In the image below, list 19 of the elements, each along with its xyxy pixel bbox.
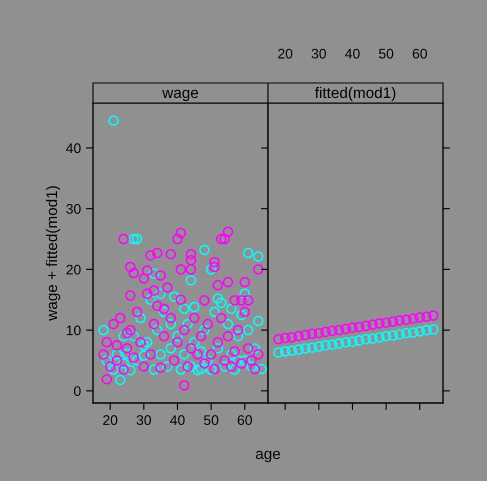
chart-title: fitted(mod1)	[314, 86, 396, 102]
x-axis-title: age	[256, 450, 280, 462]
y-axis-title: wage + fitted(mod1)	[46, 186, 60, 321]
x-tick-label: 30	[312, 48, 326, 59]
y-tick-label: 0	[74, 386, 81, 396]
y-tick-label: 20	[66, 264, 81, 275]
x-tick-label: 50	[378, 48, 394, 59]
x-tick-label: 20	[278, 48, 292, 59]
y-tick-label: 40	[66, 143, 81, 154]
x-tick-label: 30	[136, 415, 151, 426]
y-tick-label: 30	[66, 204, 81, 214]
y-tick-label: 10	[66, 325, 81, 336]
x-tick-label: 40	[345, 48, 360, 59]
x-tick-label: 60	[412, 48, 427, 59]
x-tick-label: 50	[204, 415, 218, 426]
x-tick-label: 40	[170, 415, 185, 426]
chart-title: wage	[162, 90, 198, 102]
x-tick-label: 20	[103, 415, 118, 426]
x-tick-label: 60	[238, 415, 252, 426]
